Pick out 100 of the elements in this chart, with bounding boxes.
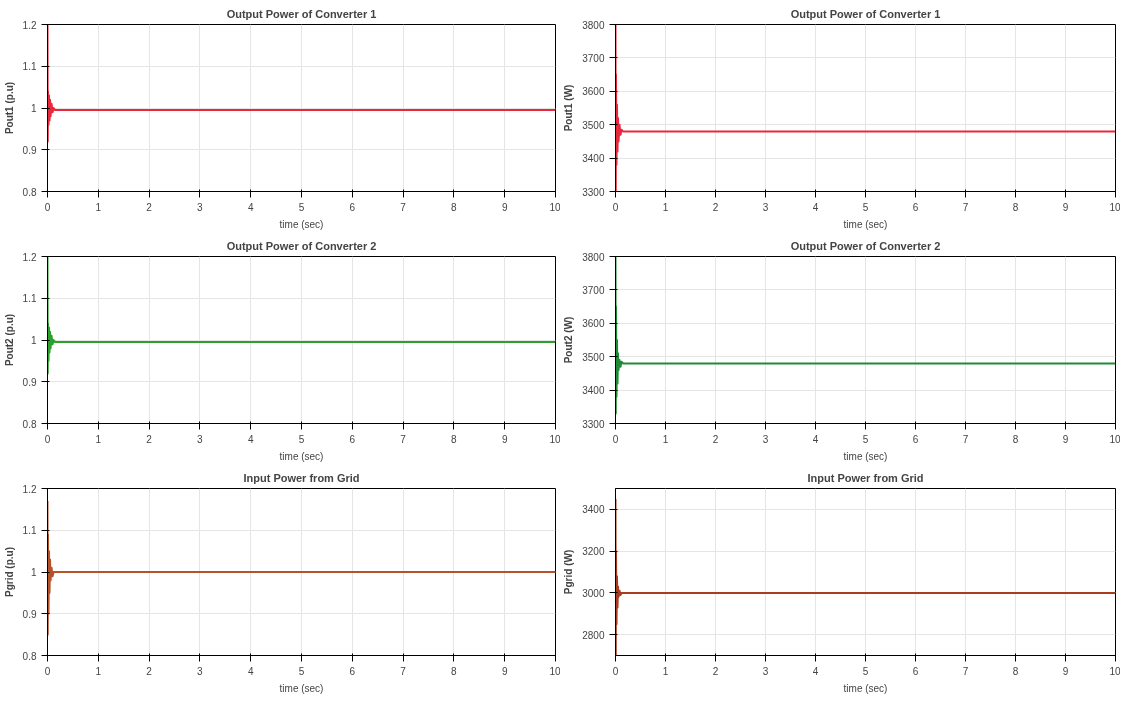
y-tick-label: 2800 (582, 629, 605, 641)
x-tick-label: 5 (862, 201, 869, 213)
y-tick-label: 0.8 (22, 186, 37, 198)
y-tick-label: 3500 (582, 351, 605, 363)
x-tick-label: 10 (1109, 201, 1121, 213)
x-tick-label: 0 (44, 433, 51, 445)
y-tick-label: 3400 (582, 385, 605, 397)
x-tick-label: 4 (812, 201, 819, 213)
x-tick-label: 10 (549, 433, 561, 445)
x-tick-label: 3 (762, 201, 769, 213)
y-axis-title: Pgrid (p.u) (3, 547, 15, 597)
x-tick-label: 6 (912, 665, 919, 677)
x-tick-label: 7 (962, 201, 969, 213)
x-tick-label: 2 (146, 433, 153, 445)
x-tick-label: 3 (762, 433, 769, 445)
chart-title: Output Power of Converter 1 (226, 7, 377, 20)
y-tick-label: 3000 (582, 587, 605, 599)
x-tick-label: 5 (298, 433, 305, 445)
x-tick-label: 7 (962, 433, 969, 445)
y-tick-label: 1 (30, 335, 37, 346)
y-tick-label: 3200 (582, 546, 605, 558)
y-axis-title: Pout2 (W) (563, 316, 575, 364)
chart-title: Input Power from Grid (807, 471, 924, 484)
x-tick-label: 3 (197, 433, 204, 445)
y-tick-label: 1.1 (22, 293, 37, 305)
x-tick-label: 8 (1012, 665, 1019, 677)
chart-title: Output Power of Converter 1 (790, 7, 941, 20)
x-tick-label: 3 (197, 665, 204, 677)
x-tick-label: 1 (662, 433, 669, 445)
x-tick-label: 7 (400, 433, 407, 445)
y-tick-label: 3400 (582, 504, 605, 516)
y-tick-label: 0.9 (22, 376, 37, 388)
x-tick-label: 3 (762, 665, 769, 677)
x-tick-label: 4 (247, 433, 254, 445)
x-tick-label: 5 (862, 665, 869, 677)
y-axis-title: Pgrid (W) (563, 549, 575, 595)
chart-title: Output Power of Converter 2 (226, 239, 377, 252)
x-tick-label: 1 (662, 665, 669, 677)
y-tick-label: 1.2 (22, 483, 37, 495)
x-tick-label: 7 (962, 665, 969, 677)
y-tick-label: 0.9 (22, 608, 37, 620)
y-tick-label: 3300 (582, 418, 605, 430)
x-tick-label: 0 (612, 201, 619, 213)
y-tick-label: 3700 (582, 284, 605, 296)
x-tick-label: 4 (812, 665, 819, 677)
y-tick-label: 1.1 (22, 61, 37, 73)
x-tick-label: 10 (1109, 433, 1121, 445)
x-tick-label: 4 (812, 433, 819, 445)
y-tick-label: 3600 (582, 86, 605, 98)
y-tick-label: 3600 (582, 318, 605, 330)
x-tick-label: 1 (95, 201, 102, 213)
x-tick-label: 2 (146, 665, 153, 677)
x-tick-label: 2 (146, 201, 153, 213)
x-tick-label: 0 (612, 433, 619, 445)
x-tick-label: 10 (549, 665, 561, 677)
x-tick-label: 1 (95, 665, 102, 677)
x-tick-label: 4 (247, 201, 254, 213)
x-tick-label: 5 (862, 433, 869, 445)
y-tick-label: 3300 (582, 186, 605, 198)
x-tick-label: 1 (95, 433, 102, 445)
x-tick-label: 2 (712, 201, 719, 213)
x-tick-label: 3 (197, 201, 204, 213)
y-tick-label: 1.1 (22, 525, 37, 537)
y-axis-title: Pout2 (p.u) (3, 313, 15, 367)
x-axis-title: time (sec) (279, 450, 324, 462)
x-tick-label: 9 (501, 201, 508, 213)
y-tick-label: 3800 (582, 251, 605, 263)
y-axis-title: Pout1 (W) (563, 84, 575, 132)
x-tick-label: 8 (451, 665, 458, 677)
x-tick-label: 6 (912, 201, 919, 213)
y-tick-label: 3700 (582, 52, 605, 64)
x-axis-title: time (sec) (843, 450, 888, 462)
x-tick-label: 10 (1109, 665, 1121, 677)
x-tick-label: 5 (298, 665, 305, 677)
x-tick-label: 8 (1012, 433, 1019, 445)
y-tick-label: 1 (30, 567, 37, 578)
chart-title: Input Power from Grid (243, 471, 360, 484)
x-tick-label: 6 (349, 201, 356, 213)
x-tick-label: 7 (400, 201, 407, 213)
y-tick-label: 3400 (582, 153, 605, 165)
y-tick-label: 0.9 (22, 144, 37, 156)
x-axis-title: time (sec) (843, 682, 888, 694)
x-tick-label: 6 (349, 665, 356, 677)
x-tick-label: 6 (912, 433, 919, 445)
y-tick-label: 1 (30, 103, 37, 114)
y-tick-label: 0.8 (22, 418, 37, 430)
x-tick-label: 2 (712, 433, 719, 445)
chart-title: Output Power of Converter 2 (790, 239, 941, 252)
x-tick-label: 1 (662, 201, 669, 213)
y-tick-label: 0.8 (22, 650, 37, 662)
x-tick-label: 9 (1062, 665, 1069, 677)
x-tick-label: 2 (712, 665, 719, 677)
x-tick-label: 6 (349, 433, 356, 445)
x-tick-label: 9 (1062, 201, 1069, 213)
y-tick-label: 3500 (582, 119, 605, 131)
x-tick-label: 0 (44, 201, 51, 213)
y-tick-label: 3800 (582, 19, 605, 31)
x-tick-label: 9 (501, 433, 508, 445)
y-axis-title: Pout1 (p.u) (3, 81, 15, 135)
x-tick-label: 0 (612, 665, 619, 677)
